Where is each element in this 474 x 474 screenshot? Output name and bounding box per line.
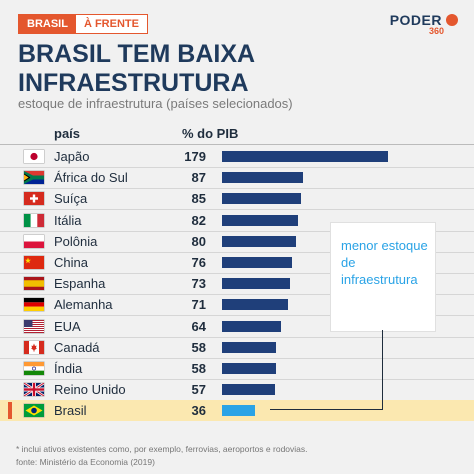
bar bbox=[222, 405, 256, 417]
chart-row: Polônia 80 bbox=[0, 231, 474, 253]
annotation-text: menor estoque de infraestrutura bbox=[341, 238, 428, 287]
value-label: 58 bbox=[191, 361, 206, 376]
logo-text: PODER bbox=[389, 12, 442, 28]
south-africa-flag-icon bbox=[24, 171, 44, 185]
country-label: África do Sul bbox=[54, 170, 128, 186]
chart-row: Itália 82 bbox=[0, 210, 474, 232]
chart-row: Índia 58 bbox=[0, 358, 474, 380]
bar bbox=[222, 299, 288, 311]
logo-dot-icon bbox=[446, 14, 458, 26]
bar bbox=[222, 278, 290, 290]
country-column-header: país bbox=[54, 126, 81, 141]
chart-row: Canadá 58 bbox=[0, 337, 474, 359]
country-label: Reino Unido bbox=[54, 382, 126, 398]
japan-flag-icon bbox=[24, 150, 44, 163]
highlight-marker bbox=[8, 402, 12, 420]
chart-row: Reino Unido 57 bbox=[0, 379, 474, 402]
country-label: Itália bbox=[54, 212, 82, 228]
chart-subtitle: estoque de infraestrutura (países seleci… bbox=[18, 96, 293, 111]
country-label: China bbox=[54, 255, 88, 270]
section-tag-brasil: BRASIL bbox=[19, 15, 76, 33]
bar bbox=[222, 257, 293, 268]
bar bbox=[222, 320, 282, 332]
value-label: 58 bbox=[191, 339, 206, 355]
section-tag: BRASIL À FRENTE bbox=[18, 14, 148, 34]
annotation-box: menor estoque de infraestrutura bbox=[330, 222, 436, 332]
canada-flag-icon bbox=[24, 340, 44, 354]
poland-flag-icon bbox=[24, 234, 44, 248]
chart-title: BRASIL TEM BAIXA INFRAESTRUTURA bbox=[18, 40, 255, 97]
value-label: 87 bbox=[191, 170, 206, 186]
country-label: Índia bbox=[54, 361, 83, 376]
value-label: 57 bbox=[191, 382, 206, 398]
footnote: * inclui ativos existentes como, por exe… bbox=[16, 444, 308, 454]
brazil-flag-icon bbox=[24, 404, 44, 418]
value-label: 73 bbox=[191, 276, 206, 292]
value-label: 36 bbox=[191, 403, 206, 419]
bar bbox=[222, 384, 275, 396]
country-label: Canadá bbox=[54, 339, 100, 355]
chart-row: África do Sul 87 bbox=[0, 167, 474, 190]
switzerland-flag-icon bbox=[24, 192, 44, 206]
chart-row: EUA 64 bbox=[0, 316, 474, 338]
china-flag-icon bbox=[24, 256, 44, 269]
chart-row: Suíça 85 bbox=[0, 188, 474, 211]
country-label: Suíça bbox=[54, 191, 88, 207]
header-divider bbox=[0, 144, 474, 145]
value-label: 71 bbox=[191, 297, 206, 313]
poder360-logo: PODER 360 bbox=[390, 12, 458, 36]
country-label: EUA bbox=[54, 318, 81, 334]
value-column-header: % do PIB bbox=[182, 126, 239, 141]
bar bbox=[222, 193, 301, 205]
section-tag-label: À FRENTE bbox=[75, 15, 147, 33]
usa-flag-icon bbox=[24, 319, 44, 333]
value-label: 82 bbox=[191, 212, 206, 228]
bar bbox=[222, 151, 388, 162]
india-flag-icon bbox=[24, 362, 44, 375]
value-label: 64 bbox=[191, 318, 206, 334]
value-label: 80 bbox=[191, 233, 206, 249]
value-label: 179 bbox=[184, 149, 206, 164]
bar bbox=[222, 214, 299, 226]
italy-flag-icon bbox=[24, 213, 44, 227]
country-label: Brasil bbox=[54, 403, 87, 419]
bar bbox=[222, 235, 297, 247]
bar bbox=[222, 172, 303, 184]
chart-row-highlight: Brasil 36 bbox=[0, 400, 474, 422]
chart-row: Espanha 73 bbox=[0, 273, 474, 296]
annotation-connector-vertical bbox=[382, 330, 383, 410]
chart-row: Japão 179 bbox=[0, 146, 474, 168]
bar bbox=[222, 363, 276, 374]
country-label: Japão bbox=[54, 149, 90, 164]
bar bbox=[222, 341, 276, 353]
value-label: 76 bbox=[191, 255, 206, 270]
value-label: 85 bbox=[191, 191, 206, 207]
chart-row: Alemanha 71 bbox=[0, 294, 474, 317]
germany-flag-icon bbox=[24, 298, 44, 312]
country-label: Polônia bbox=[54, 233, 98, 249]
chart-row: China 76 bbox=[0, 252, 474, 274]
country-label: Alemanha bbox=[54, 297, 113, 313]
source-note: fonte: Ministério da Economia (2019) bbox=[16, 457, 155, 467]
logo-number: 360 bbox=[428, 26, 444, 36]
country-label: Espanha bbox=[54, 276, 106, 292]
uk-flag-icon bbox=[24, 383, 44, 397]
spain-flag-icon bbox=[24, 277, 44, 291]
annotation-connector-horizontal bbox=[270, 409, 383, 410]
